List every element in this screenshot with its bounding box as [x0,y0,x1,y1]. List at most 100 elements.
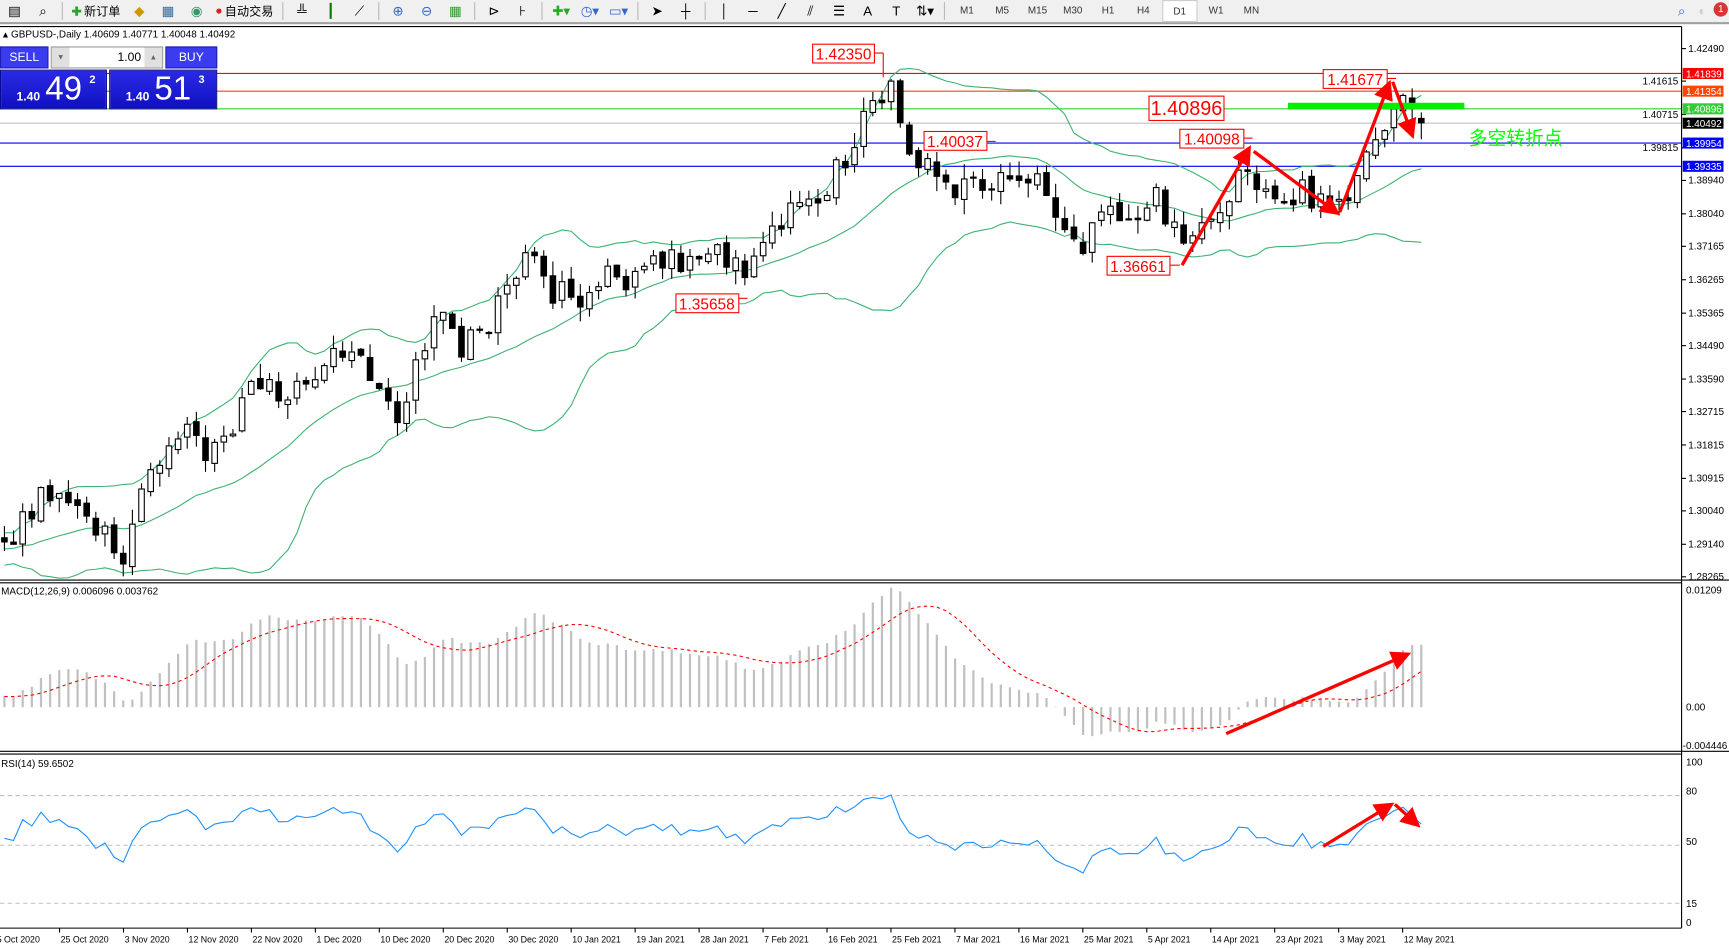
arrows-icon[interactable]: ⇅▾ [916,3,934,19]
candle[interactable] [458,317,465,362]
candle[interactable] [467,326,474,361]
market-watch-icon[interactable]: ⌕ [39,2,47,19]
candle[interactable] [613,264,621,280]
signals-icon[interactable]: ◉ [190,3,203,19]
vertical-line-icon[interactable]: │ [720,3,729,19]
candle[interactable] [768,211,776,249]
candle[interactable] [330,335,337,373]
candle[interactable] [28,503,36,528]
candle[interactable] [1372,127,1379,160]
candle[interactable] [1152,183,1160,213]
notifications-button[interactable]: ◖ 1 [1697,1,1728,21]
candle[interactable] [1052,183,1059,232]
rsi-trend-arrow[interactable] [1322,802,1395,848]
candle[interactable] [1079,232,1087,256]
candle[interactable] [119,545,127,577]
profile-icon[interactable]: ▤ [8,3,21,19]
candle[interactable] [1363,149,1370,182]
candle[interactable] [887,79,895,111]
candle[interactable] [951,184,959,206]
timeframe-h1[interactable]: H1 [1101,4,1115,16]
candle[interactable] [449,311,456,329]
candle[interactable] [704,247,712,265]
trend-arrow[interactable] [1180,145,1251,267]
candle[interactable] [1,526,8,552]
text-label-icon[interactable]: T [892,3,901,19]
candle[interactable] [814,189,822,217]
candle[interactable] [193,411,200,447]
candle[interactable] [832,156,840,205]
timeframe-d1[interactable]: D1 [1162,0,1198,23]
candle[interactable] [640,262,648,274]
candle[interactable] [576,284,584,322]
candle[interactable] [513,276,520,300]
new-order-button[interactable]: ✚ 新订单 [68,1,123,21]
horizontal-line-icon[interactable]: ─ [748,3,758,19]
turning-point-annotation[interactable]: 多空转折点 [1469,128,1563,149]
candle[interactable] [567,266,575,301]
candle[interactable] [302,376,310,391]
price-label-large[interactable]: 1.40896 [1148,95,1225,121]
candle[interactable] [759,231,767,262]
candle[interactable] [805,190,813,216]
fibonacci-icon[interactable]: ☰ [833,3,845,19]
crosshair-icon[interactable]: ┼ [681,3,691,19]
candle[interactable] [1143,201,1151,222]
price-label[interactable]: 1.40098 [1179,128,1253,149]
candle[interactable] [714,243,721,266]
candle[interactable] [147,462,154,497]
trendline-icon[interactable]: ╱ [777,3,786,19]
candle[interactable] [156,460,164,487]
candle[interactable] [1290,188,1297,212]
candle[interactable] [46,479,54,507]
timeframe-mn[interactable]: MN [1243,4,1260,16]
candle[interactable] [1253,165,1261,204]
candle[interactable] [549,261,557,310]
candle[interactable] [348,341,356,368]
sell-price-box[interactable]: 1.40 49 2 [0,69,107,110]
candle[interactable] [110,517,118,559]
candle[interactable] [174,431,182,455]
candle[interactable] [247,379,255,396]
candle[interactable] [202,425,209,472]
price-label[interactable]: 1.42350 [812,43,884,78]
candle[interactable] [1280,193,1288,205]
candle[interactable] [439,311,447,335]
candle[interactable] [10,530,17,545]
candle[interactable] [988,183,995,201]
candle[interactable] [275,372,282,409]
candle[interactable] [476,325,484,334]
candle[interactable] [403,392,410,432]
candle[interactable] [558,270,566,309]
text-icon[interactable]: A [863,3,873,19]
price-label[interactable]: 1.36661 [1106,255,1180,276]
trend-arrow[interactable] [1252,150,1341,216]
bar-chart-icon[interactable]: ╩ [297,3,307,19]
candle[interactable] [851,133,858,173]
candle[interactable] [869,91,877,117]
collapse-triangle-icon[interactable]: ▲ [1,30,10,40]
candle[interactable] [55,492,63,513]
channel-icon[interactable]: ⫽ [807,2,814,19]
candle[interactable] [19,503,27,557]
lot-decrease-icon[interactable]: ▼ [51,47,70,68]
candle[interactable] [531,247,538,264]
candle[interactable] [723,235,730,275]
turning-point-bar[interactable] [1287,102,1465,110]
candle[interactable] [421,343,429,371]
buy-price-box[interactable]: 1.40 51 3 [109,69,218,110]
candle[interactable] [1034,165,1041,190]
candle[interactable] [238,387,246,433]
candle[interactable] [1171,209,1178,238]
candle[interactable] [1271,179,1279,204]
rsi-trend-arrow[interactable] [1393,803,1421,828]
candle[interactable] [430,305,438,361]
candle[interactable] [339,341,346,362]
candle[interactable] [138,483,145,523]
candle[interactable] [732,249,740,285]
candle[interactable] [906,121,913,156]
candle[interactable] [74,492,81,519]
candle[interactable] [165,437,173,478]
candle[interactable] [823,190,831,202]
candle[interactable] [1134,205,1142,234]
